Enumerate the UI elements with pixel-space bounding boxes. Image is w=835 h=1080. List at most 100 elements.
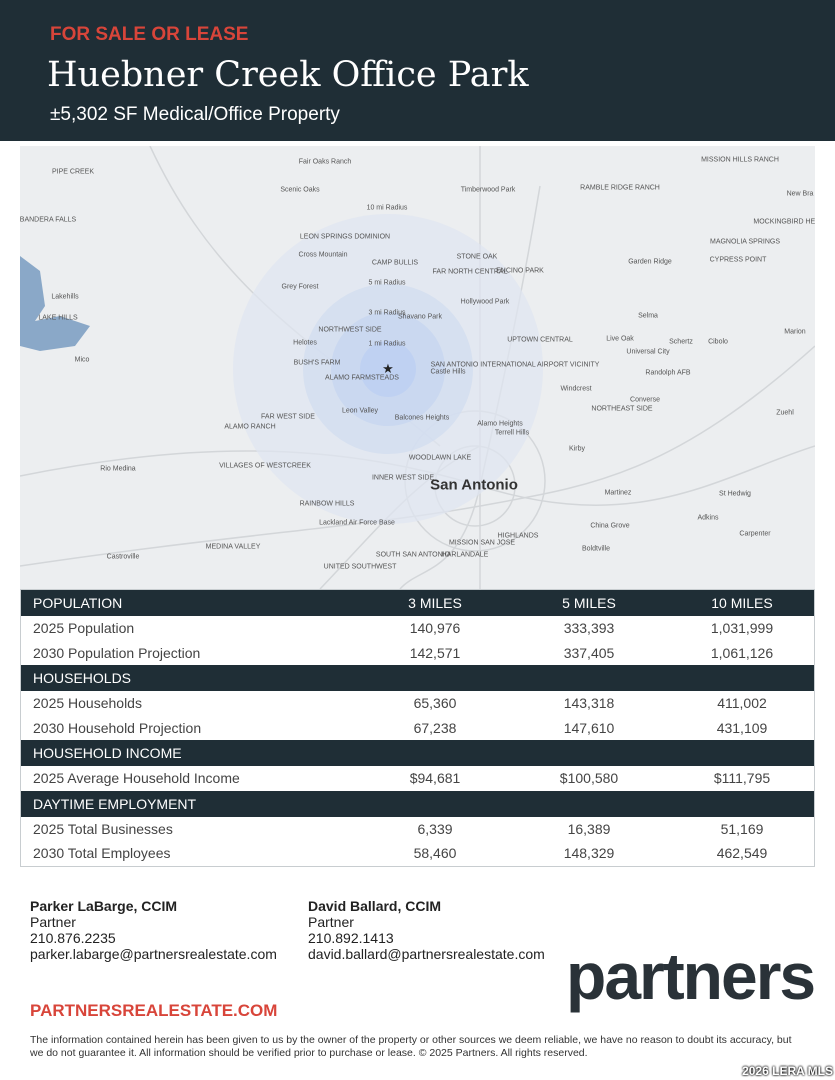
map-label: Universal City	[626, 348, 670, 356]
row-label: 2030 Household Projection	[33, 719, 202, 736]
watermark: 2026 LERA MLS	[742, 1064, 833, 1078]
section-header: DAYTIME EMPLOYMENT	[21, 790, 814, 817]
map-label: Terrell Hills	[494, 429, 530, 437]
map-label: NORTHEAST SIDE	[591, 405, 653, 413]
map-label: CAMP BULLIS	[371, 259, 419, 267]
header-band	[0, 0, 835, 141]
map-label: Fair Oaks Ranch	[298, 158, 352, 166]
map-label: Carpenter	[739, 530, 771, 538]
section-title: DAYTIME EMPLOYMENT	[33, 795, 197, 812]
contact-phone: 210.876.2235	[30, 930, 116, 946]
map-label: CYPRESS POINT	[709, 256, 767, 264]
row-label: 2030 Population Projection	[33, 644, 201, 661]
contact: Parker LaBarge, CCIM Partner 210.876.2235 p…	[30, 898, 277, 962]
disclaimer: The information contained herein has bee…	[30, 1034, 792, 1059]
row-label: 2025 Total Businesses	[33, 820, 173, 837]
cell-value: $100,580	[559, 770, 619, 787]
table-row: 2030 Household Projection 67,238 147,610 43…	[21, 716, 814, 741]
map-label: Garden Ridge	[628, 258, 672, 266]
cell-value: 411,002	[717, 695, 767, 712]
map-label: 5 mi Radius	[368, 279, 406, 287]
map-label: Alamo Heights	[477, 420, 523, 428]
contact-phone: 210.892.1413	[308, 930, 394, 946]
cell-value: 67,238	[413, 719, 457, 736]
table-row: 2030 Total Employees 58,460 148,329 462,549	[21, 841, 814, 866]
map-label: Kirby	[569, 445, 585, 453]
map-label: FAR NORTH CENTRAL	[432, 268, 508, 276]
map-label: St Hedwig	[719, 490, 751, 498]
cell-value: 58,460	[413, 845, 457, 862]
map-label: China Grove	[590, 522, 630, 530]
map-label: Grey Forest	[281, 283, 319, 291]
contact-email: parker.labarge@partnersrealestate.com	[30, 946, 277, 962]
map-label: Cross Mountain	[298, 251, 348, 259]
table-row: 2030 Population Projection 142,571 337,405…	[21, 641, 814, 666]
map-label: Castroville	[106, 553, 140, 561]
map-label: WOODLAWN LAKE	[408, 454, 472, 462]
map-label: Adkins	[697, 514, 719, 522]
table-row: 2025 Population 140,976 333,393 1,031,999	[21, 616, 814, 641]
cell-value: 6,339	[417, 820, 453, 837]
map-label: LAKE HILLS	[38, 314, 78, 322]
cell-value: 51,169	[720, 820, 764, 837]
map-label: Marion	[784, 328, 806, 336]
cell-value: 462,549	[716, 845, 768, 862]
map-label: Lakehills	[51, 293, 79, 301]
subtitle: ±5,302 SF Medical/Office Property	[50, 104, 340, 125]
contact-name: Parker LaBarge, CCIM	[30, 898, 178, 914]
map-label: Hollywood Park	[460, 298, 510, 306]
section-title: POPULATION	[33, 595, 123, 611]
row-label: 2030 Total Employees	[33, 845, 171, 862]
map-label: New Bra	[786, 190, 814, 198]
map-label: HIGHLANDS	[497, 532, 539, 540]
section-header: HOUSEHOLD INCOME	[21, 740, 814, 766]
map-label: STONE OAK	[456, 253, 498, 261]
map-label: RAINBOW HILLS	[299, 500, 355, 508]
cell-value: 140,976	[409, 620, 461, 637]
map-graphics: ★	[20, 146, 815, 589]
map-label: Selma	[638, 312, 658, 320]
table-row: 2025 Households 65,360 143,318 411,002	[21, 691, 814, 716]
contact-email: david.ballard@partnersrealestate.com	[308, 946, 545, 962]
map-label: HARLANDALE	[441, 551, 489, 559]
website: PARTNERSREALESTATE.COM	[30, 1001, 278, 1020]
table-row: 2025 Average Household Income $94,681 $100…	[21, 766, 814, 791]
section-title: HOUSEHOLD INCOME	[33, 745, 182, 761]
map-label: 3 mi Radius	[368, 309, 406, 317]
map-label: INNER WEST SIDE	[371, 474, 435, 482]
map-label: Boldtville	[581, 545, 611, 553]
map-label: 1 mi Radius	[368, 340, 406, 348]
title: Huebner Creek Office Park	[47, 55, 529, 95]
map-label: San Antonio	[430, 476, 518, 494]
cell-value: 1,061,126	[710, 644, 774, 661]
contact-name: David Ballard, CCIM	[308, 898, 442, 914]
map-label: FAR WEST SIDE	[261, 413, 315, 421]
section-header: POPULATION 3 MILES 5 MILES 10 MILES	[21, 590, 814, 616]
map-label: Cibolo	[708, 338, 728, 346]
cell-value: $94,681	[409, 770, 461, 787]
map-label: ALAMO FARMSTEADS	[325, 374, 399, 382]
cell-value: 148,329	[563, 845, 615, 862]
map-label: ALAMO RANCH	[224, 423, 276, 431]
map-label: MISSION SAN JOSE	[448, 539, 516, 547]
section-header: HOUSEHOLDS	[21, 665, 814, 691]
map-label: Mico	[74, 356, 90, 364]
cell-value: 1,031,999	[710, 620, 774, 637]
map-label: Scenic Oaks	[280, 186, 320, 194]
row-label: 2025 Average Household Income	[33, 770, 240, 787]
map-label: BUSH'S FARM	[293, 359, 341, 367]
column-header: 10 MILES	[711, 595, 773, 611]
map: ★ Fair Oaks Ranch PIPE CREEK Scenic Oaks Ti…	[20, 146, 815, 589]
map-label: Converse	[630, 396, 660, 404]
cell-value: 142,571	[409, 644, 461, 661]
row-label: 2025 Population	[33, 620, 135, 637]
map-label: MOCKINGBIRD HEIGHTS	[753, 218, 815, 226]
map-label: PIPE CREEK	[51, 168, 95, 176]
table-row: 2025 Total Businesses 6,339 16,389 51,169	[21, 817, 814, 842]
contact: David Ballard, CCIM Partner 210.892.1413 da…	[308, 898, 545, 962]
map-label: LEON SPRINGS DOMINION	[299, 233, 391, 241]
map-label: Rio Medina	[100, 465, 136, 473]
cell-value: 147,610	[563, 719, 615, 736]
cell-value: 143,318	[563, 695, 615, 712]
